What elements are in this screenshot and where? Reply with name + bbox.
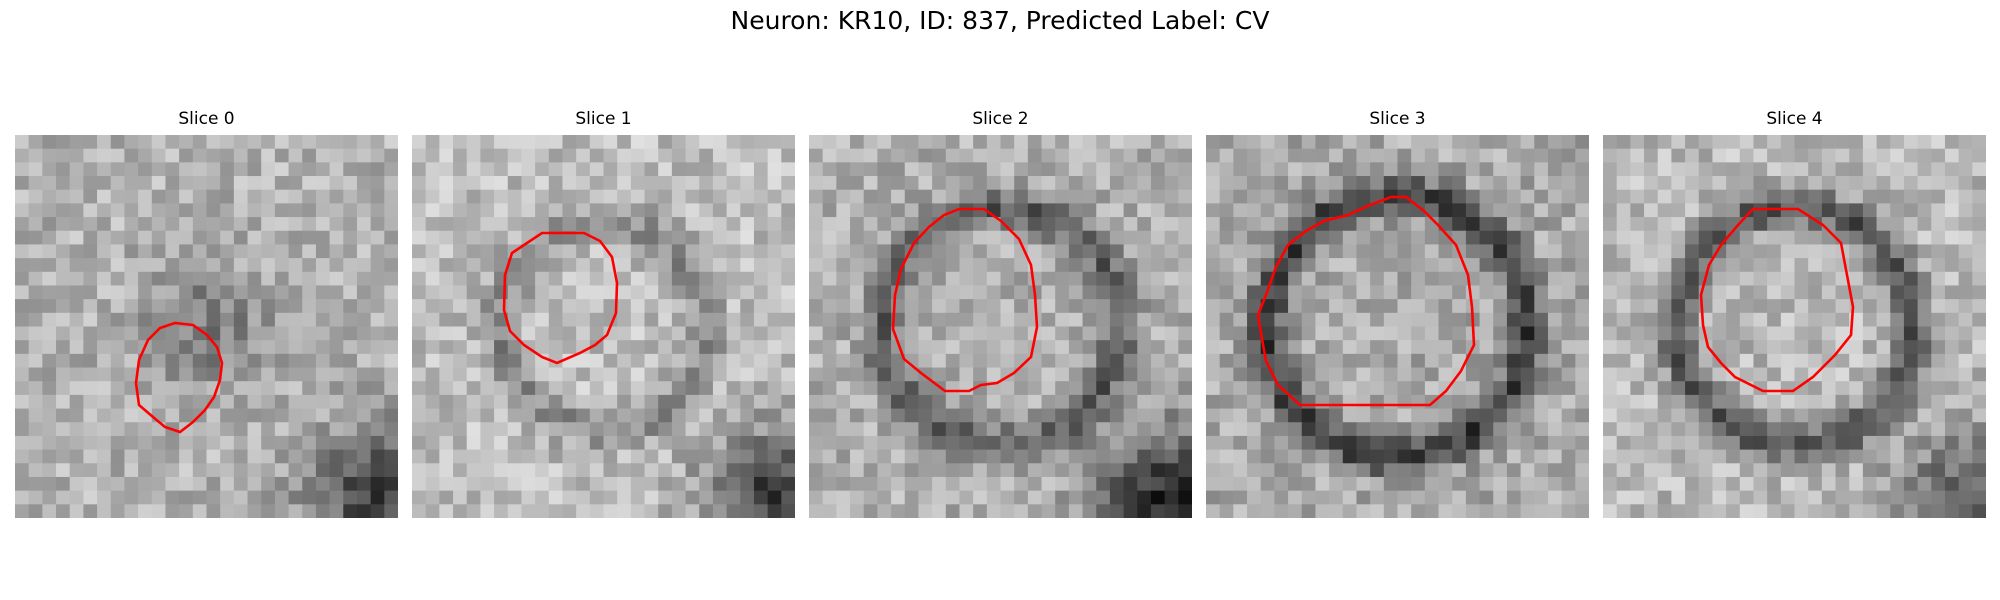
slice-image	[412, 135, 795, 518]
pixel-grid	[1206, 135, 1589, 518]
slice-title: Slice 3	[1369, 109, 1426, 129]
slice-image	[809, 135, 1192, 518]
roi-contour	[1699, 207, 1855, 393]
slice-title: Slice 0	[178, 109, 235, 129]
slice-panel-2: Slice 2	[809, 106, 1192, 518]
slice-title: Slice 4	[1766, 109, 1823, 129]
slice-panel-1: Slice 1	[412, 106, 795, 518]
pixel-grid	[1603, 135, 1986, 518]
slice-image	[15, 135, 398, 518]
slice-image	[1206, 135, 1589, 518]
roi-contour	[134, 321, 224, 434]
slice-panel-3: Slice 3	[1206, 106, 1589, 518]
slice-title: Slice 2	[972, 109, 1029, 129]
figure-title: Neuron: KR10, ID: 837, Predicted Label: …	[730, 6, 1270, 35]
pixel-grid	[15, 135, 398, 518]
slice-panel-0: Slice 0	[15, 106, 398, 518]
slice-panel-4: Slice 4	[1603, 106, 1986, 518]
pixel-grid	[412, 135, 795, 518]
slice-title: Slice 1	[575, 109, 632, 129]
roi-contour	[1256, 195, 1476, 407]
pixel-grid	[809, 135, 1192, 518]
roi-contour	[502, 231, 619, 365]
roi-contour	[891, 207, 1039, 393]
slice-image	[1603, 135, 1986, 518]
